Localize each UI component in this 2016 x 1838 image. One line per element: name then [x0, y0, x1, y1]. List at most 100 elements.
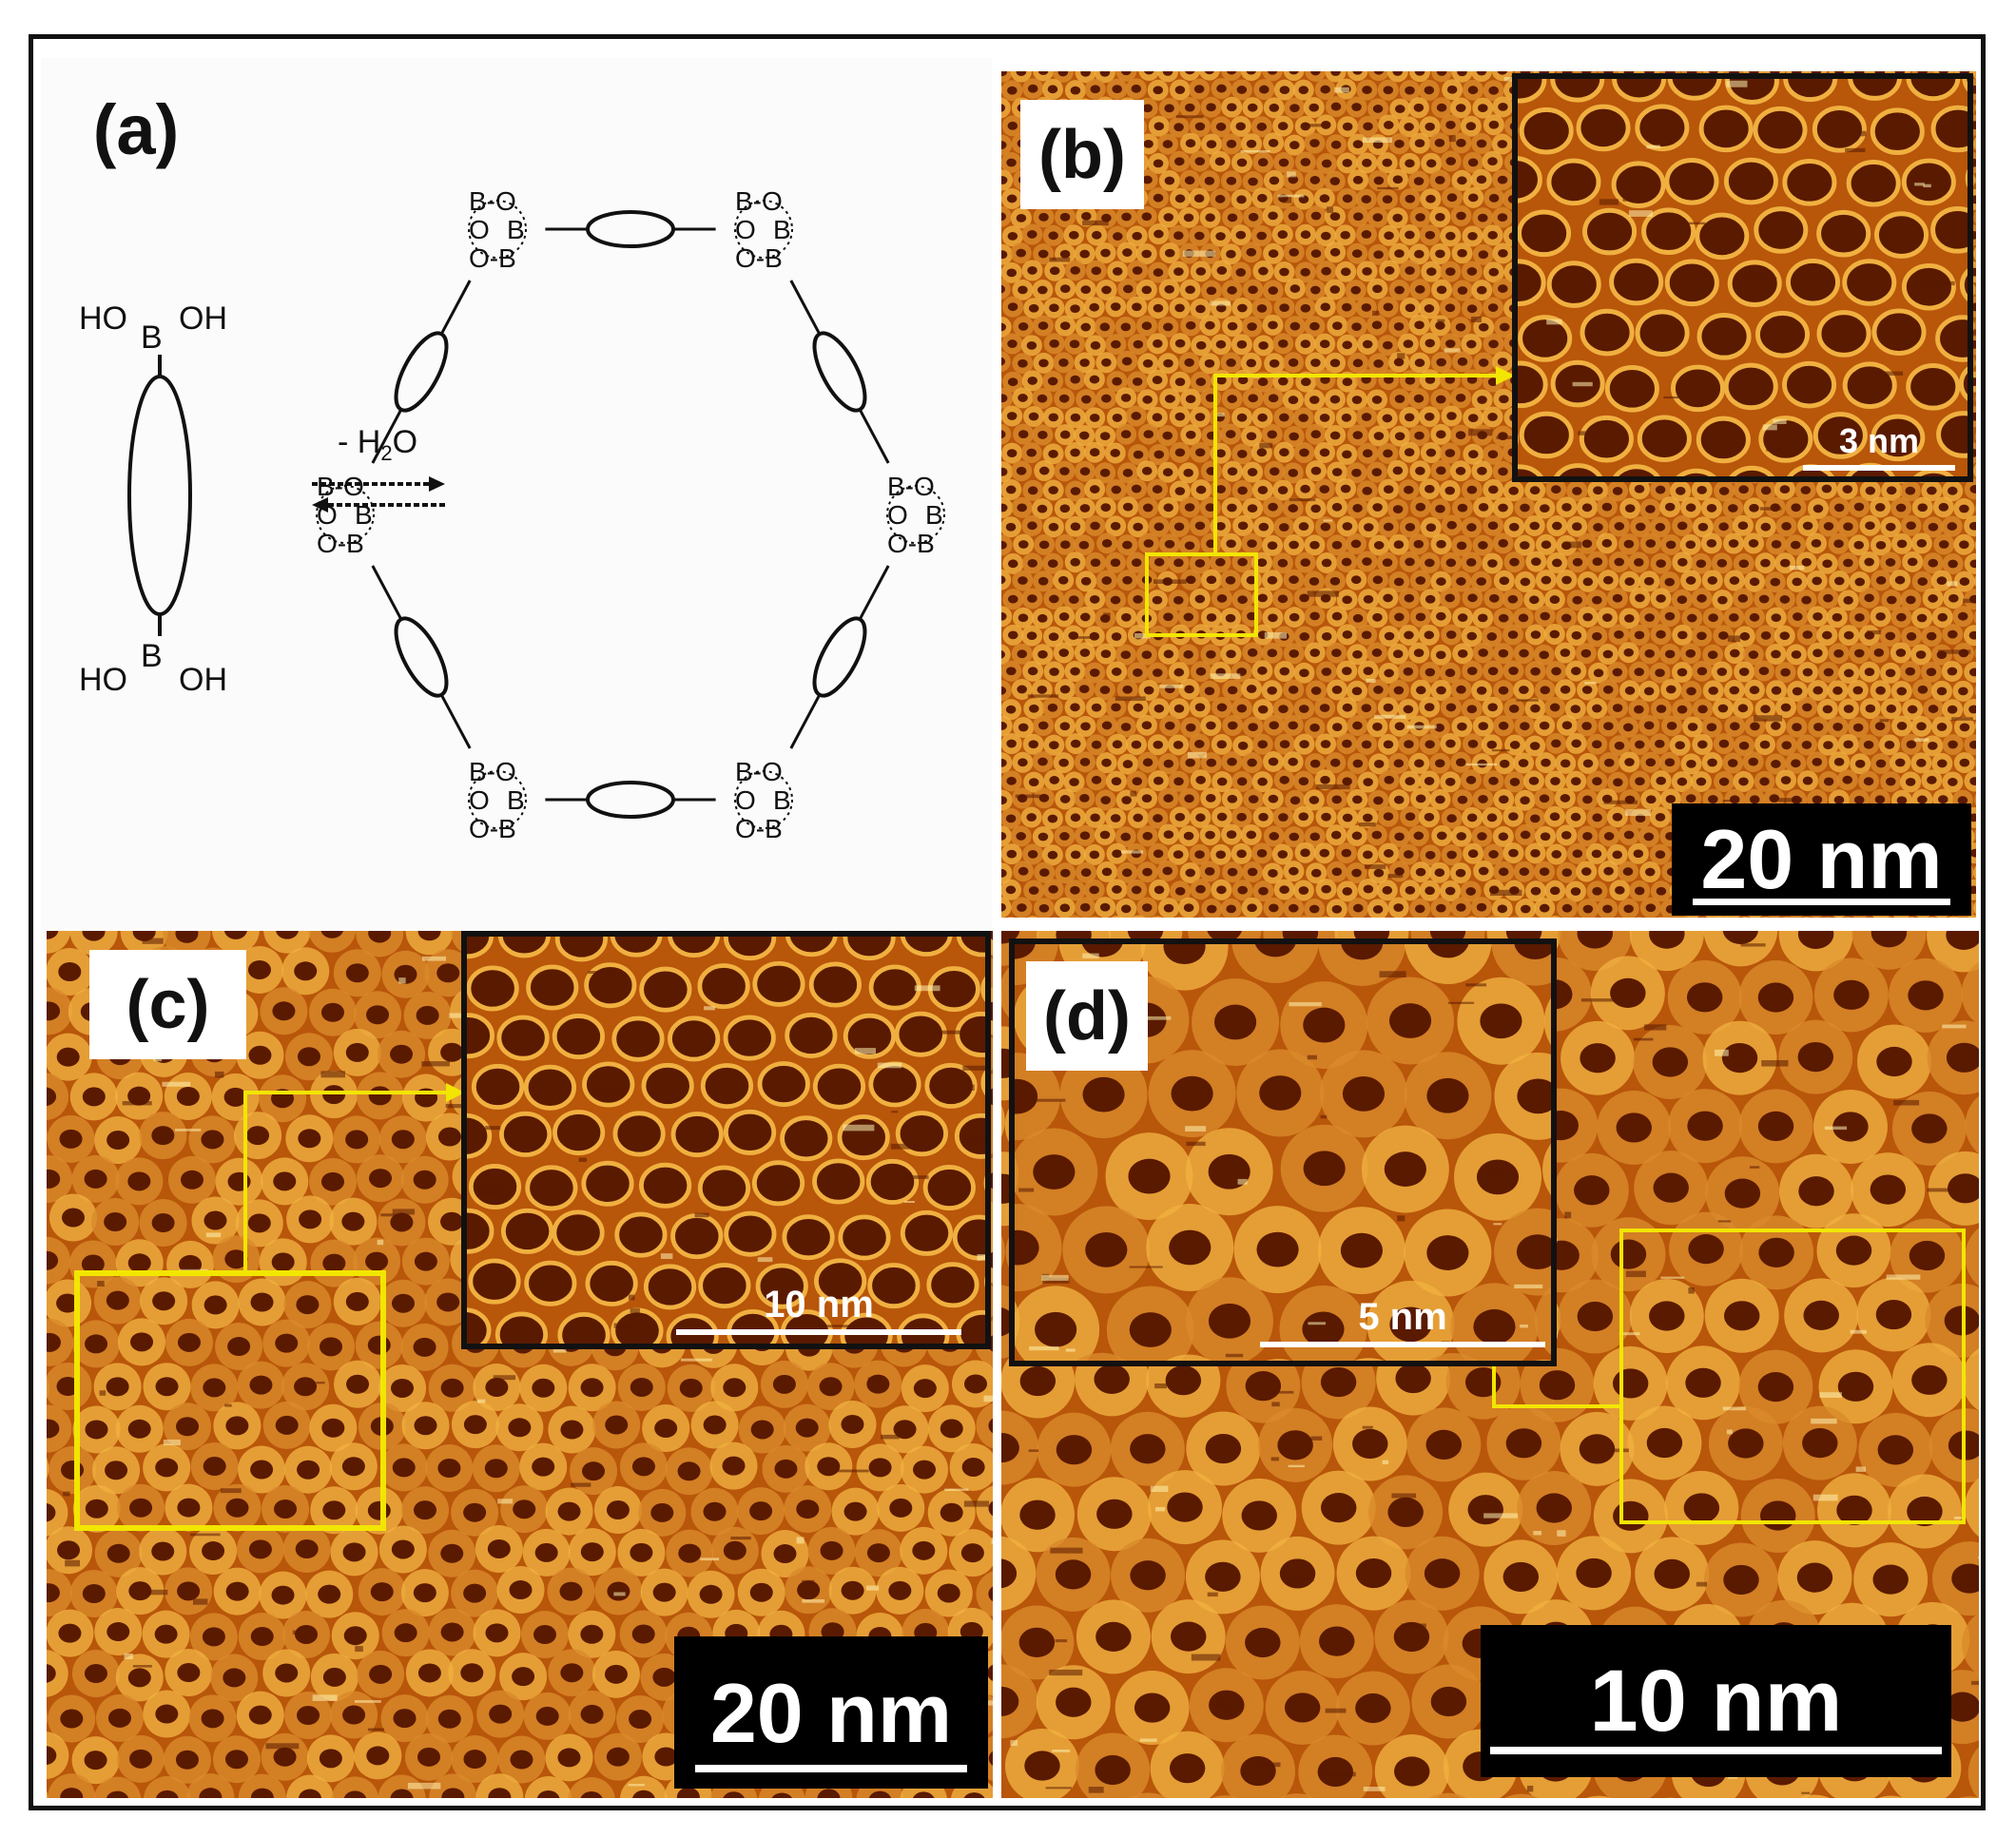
- stm-pore: [1863, 777, 1874, 786]
- stm-pore: [1540, 686, 1551, 695]
- stm-pore: [1444, 777, 1456, 786]
- stm-pore: [1001, 284, 1005, 294]
- stm-pore: [1581, 503, 1593, 513]
- stm-pore: [1310, 71, 1321, 76]
- stm-pore: [1896, 796, 1908, 805]
- stm-pore: [1026, 448, 1037, 457]
- stm-pore: [1392, 466, 1404, 475]
- stm-pore: [1236, 339, 1248, 349]
- stm-pore: [1446, 412, 1457, 420]
- stm-pore: [1455, 322, 1466, 332]
- stm-pore: [1028, 886, 1039, 895]
- stm-pore: [1948, 559, 1958, 569]
- stm-pore: [1446, 193, 1458, 203]
- stm-pore: [1393, 759, 1405, 768]
- stm-pore: [1405, 557, 1415, 567]
- stm-pore: [1058, 358, 1069, 367]
- stm-pore: [1091, 266, 1102, 276]
- stm-streak: [1115, 696, 1146, 702]
- stm-pore: [1467, 593, 1478, 603]
- stm-pore: [1865, 521, 1875, 531]
- stm-pore: [1237, 303, 1248, 313]
- stm-pore: [1582, 759, 1594, 768]
- stm-pore: [1384, 849, 1394, 858]
- stm-pore: [1049, 594, 1059, 604]
- stm-pore: [1153, 268, 1164, 277]
- stm-pore: [1842, 775, 1853, 784]
- stm-pore: [1112, 377, 1122, 386]
- stm-pore: [1687, 723, 1698, 731]
- stm-pore: [1551, 739, 1561, 748]
- ring-label-b: B: [773, 785, 791, 815]
- stm-pore: [1455, 104, 1466, 112]
- stm-rim: [1973, 610, 1976, 625]
- stm-pore: [1624, 613, 1635, 623]
- stm-pore: [1037, 71, 1049, 75]
- stm-pore: [1288, 396, 1299, 404]
- stm-streak: [1866, 629, 1881, 635]
- stm-pore: [1612, 667, 1623, 677]
- boroxine-ring: [316, 485, 375, 544]
- stm-pore: [1384, 231, 1394, 241]
- stm-rim: [1974, 757, 1976, 768]
- stm-pore: [1478, 322, 1489, 332]
- stm-pore: [1101, 538, 1113, 548]
- stm-pore: [1121, 357, 1133, 366]
- stm-streak: [1103, 612, 1111, 617]
- stm-pore: [1001, 212, 1006, 222]
- stm-pore: [1551, 485, 1561, 494]
- stm-pore: [1393, 540, 1405, 550]
- stm-pore: [1624, 758, 1635, 766]
- stm-pore: [1822, 630, 1832, 640]
- stm-pore: [1392, 71, 1404, 76]
- stm-pore: [1624, 577, 1635, 586]
- stm-pore: [1080, 71, 1091, 77]
- stm-pore: [1059, 795, 1071, 803]
- stm-pore: [1027, 594, 1037, 603]
- stm-pore: [1476, 139, 1487, 148]
- stm-rim: [1006, 917, 1015, 918]
- stm-pore: [1362, 158, 1372, 167]
- stm-pore: [1112, 849, 1122, 859]
- stm-pore: [1414, 71, 1425, 76]
- stm-pore: [1269, 467, 1280, 476]
- stm-pore: [1006, 739, 1017, 748]
- stm-pore: [1049, 741, 1059, 750]
- stm-pore: [1236, 86, 1248, 94]
- stm-pore: [1405, 777, 1415, 785]
- stm-pore: [1236, 195, 1247, 204]
- stm-pore: [1048, 884, 1058, 894]
- stm-pore: [1528, 776, 1540, 785]
- stm-pore: [1394, 867, 1405, 876]
- stm-pore: [1300, 230, 1311, 240]
- stm-pore: [1173, 595, 1184, 605]
- stm-pore: [1216, 740, 1228, 749]
- stm-pore: [1058, 648, 1070, 657]
- stm-pore: [1048, 522, 1059, 532]
- stm-streak: [1168, 397, 1176, 401]
- stm-pore: [1268, 211, 1278, 221]
- stm-pore: [1308, 576, 1320, 586]
- stm-pore: [1677, 777, 1688, 786]
- stm-pore: [1466, 705, 1478, 714]
- stm-pore: [1194, 231, 1205, 241]
- stm-pore: [1455, 466, 1466, 475]
- stm-pore: [1153, 122, 1165, 131]
- stm-pore: [1319, 848, 1330, 858]
- stm-pore: [1018, 723, 1029, 732]
- stm-pore: [1310, 687, 1322, 695]
- stm-pore: [1070, 86, 1081, 95]
- stm-pore: [1737, 521, 1749, 531]
- stm-rim: [1975, 176, 1976, 185]
- stm-pore: [1875, 575, 1887, 585]
- stm-pore: [1959, 504, 1969, 513]
- stm-pore: [1467, 414, 1479, 423]
- stm-pore: [1216, 777, 1228, 786]
- stm-pore: [1143, 686, 1154, 695]
- ring-label-bo: B-O: [735, 757, 783, 786]
- stm-rim: [1174, 916, 1186, 918]
- stm-pore: [1153, 450, 1165, 459]
- stm-ring: [1518, 79, 1547, 104]
- stm-pore: [1917, 685, 1929, 694]
- stm-pore: [1394, 249, 1405, 258]
